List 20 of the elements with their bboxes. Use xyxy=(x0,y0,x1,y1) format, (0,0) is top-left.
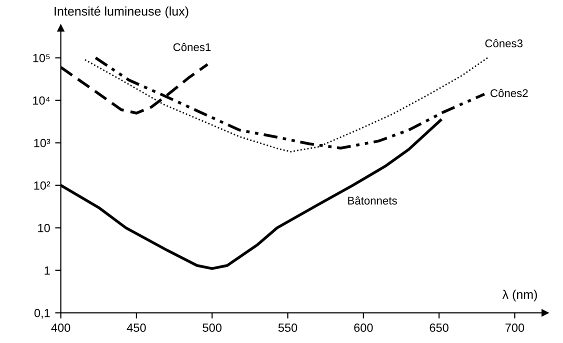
x-axis-title: λ (nm) xyxy=(502,290,537,302)
series-label: Cônes3 xyxy=(485,39,523,48)
y-tick-label: 10⁵ xyxy=(33,54,50,62)
x-tick-label: 450 xyxy=(126,324,146,332)
y-axis-title: Intensité lumineuse (lux) xyxy=(54,6,188,18)
y-tick-label: 1 xyxy=(44,266,50,275)
x-tick-label: 550 xyxy=(278,324,298,332)
y-tick-label: 0,1 xyxy=(34,308,50,319)
y-tick-label: 10³ xyxy=(34,138,50,148)
y-tick-label: 10⁴ xyxy=(33,96,50,105)
series-label: Cônes1 xyxy=(173,42,211,52)
y-tick-label: 10² xyxy=(34,181,50,190)
x-tick-label: 650 xyxy=(430,324,448,332)
x-tick-label: 500 xyxy=(202,324,222,332)
x-tick-label: 400 xyxy=(51,324,70,332)
series-label: Cônes2 xyxy=(490,88,528,98)
series-label: Bâtonnets xyxy=(348,196,397,205)
x-tick-label: 700 xyxy=(505,324,524,332)
x-tick-label: 600 xyxy=(354,324,373,332)
y-tick-label: 10 xyxy=(38,224,50,232)
